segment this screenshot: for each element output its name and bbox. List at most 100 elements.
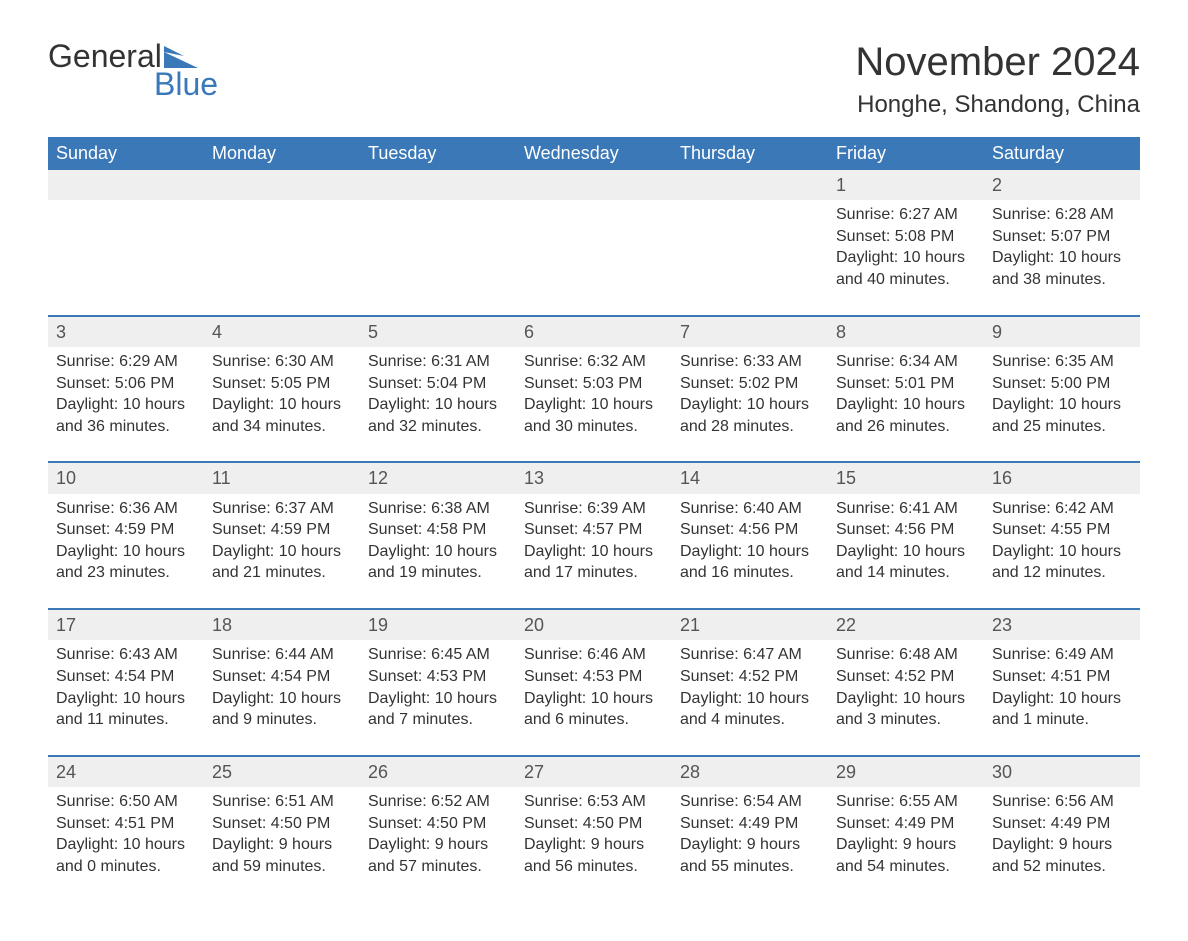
weekday-header: Sunday [48,137,204,170]
day-number: 7 [672,316,828,347]
empty-cell [516,200,672,315]
sunrise-text: Sunrise: 6:27 AM [836,204,976,226]
flag-icon [164,46,198,68]
sunrise-text: Sunrise: 6:44 AM [212,644,352,666]
day-details: Sunrise: 6:36 AMSunset: 4:59 PMDaylight:… [48,494,204,609]
sunrise-text: Sunrise: 6:43 AM [56,644,196,666]
day-detail-row: Sunrise: 6:36 AMSunset: 4:59 PMDaylight:… [48,494,1140,609]
page-header: General Blue November 2024 Honghe, Shand… [48,40,1140,119]
day-number: 8 [828,316,984,347]
day-number: 23 [984,609,1140,640]
sunrise-text: Sunrise: 6:35 AM [992,351,1132,373]
sunrise-text: Sunrise: 6:31 AM [368,351,508,373]
daylight-text: Daylight: 10 hours and 4 minutes. [680,688,820,731]
sunrise-text: Sunrise: 6:48 AM [836,644,976,666]
sunrise-text: Sunrise: 6:28 AM [992,204,1132,226]
day-number: 1 [828,170,984,200]
daylight-text: Daylight: 10 hours and 23 minutes. [56,541,196,584]
daylight-text: Daylight: 10 hours and 30 minutes. [524,394,664,437]
daylight-text: Daylight: 9 hours and 59 minutes. [212,834,352,877]
day-number-row: 10111213141516 [48,462,1140,493]
sunrise-text: Sunrise: 6:40 AM [680,498,820,520]
day-details: Sunrise: 6:32 AMSunset: 5:03 PMDaylight:… [516,347,672,462]
sunset-text: Sunset: 4:49 PM [680,813,820,835]
day-number: 6 [516,316,672,347]
daylight-text: Daylight: 10 hours and 26 minutes. [836,394,976,437]
sunrise-text: Sunrise: 6:41 AM [836,498,976,520]
sunset-text: Sunset: 4:58 PM [368,519,508,541]
sunset-text: Sunset: 5:06 PM [56,373,196,395]
day-number: 13 [516,462,672,493]
day-number: 12 [360,462,516,493]
weekday-header: Friday [828,137,984,170]
day-details: Sunrise: 6:37 AMSunset: 4:59 PMDaylight:… [204,494,360,609]
sunrise-text: Sunrise: 6:54 AM [680,791,820,813]
day-number-row: 24252627282930 [48,756,1140,787]
day-details: Sunrise: 6:55 AMSunset: 4:49 PMDaylight:… [828,787,984,901]
day-details: Sunrise: 6:33 AMSunset: 5:02 PMDaylight:… [672,347,828,462]
sunset-text: Sunset: 5:01 PM [836,373,976,395]
sunset-text: Sunset: 4:53 PM [524,666,664,688]
daylight-text: Daylight: 10 hours and 7 minutes. [368,688,508,731]
daylight-text: Daylight: 10 hours and 32 minutes. [368,394,508,437]
sunset-text: Sunset: 4:59 PM [56,519,196,541]
day-details: Sunrise: 6:27 AMSunset: 5:08 PMDaylight:… [828,200,984,315]
day-number: 29 [828,756,984,787]
sunset-text: Sunset: 4:59 PM [212,519,352,541]
sunrise-text: Sunrise: 6:51 AM [212,791,352,813]
day-details: Sunrise: 6:51 AMSunset: 4:50 PMDaylight:… [204,787,360,901]
sunset-text: Sunset: 5:05 PM [212,373,352,395]
weekday-header: Monday [204,137,360,170]
day-detail-row: Sunrise: 6:50 AMSunset: 4:51 PMDaylight:… [48,787,1140,901]
sunset-text: Sunset: 4:52 PM [680,666,820,688]
empty-cell [204,170,360,200]
day-detail-row: Sunrise: 6:43 AMSunset: 4:54 PMDaylight:… [48,640,1140,755]
sunrise-text: Sunrise: 6:46 AM [524,644,664,666]
day-details: Sunrise: 6:47 AMSunset: 4:52 PMDaylight:… [672,640,828,755]
sunset-text: Sunset: 4:56 PM [836,519,976,541]
day-details: Sunrise: 6:35 AMSunset: 5:00 PMDaylight:… [984,347,1140,462]
empty-cell [672,200,828,315]
sunset-text: Sunset: 4:53 PM [368,666,508,688]
weekday-header-row: Sunday Monday Tuesday Wednesday Thursday… [48,137,1140,170]
sunset-text: Sunset: 4:55 PM [992,519,1132,541]
sunset-text: Sunset: 5:07 PM [992,226,1132,248]
sunrise-text: Sunrise: 6:55 AM [836,791,976,813]
day-number: 28 [672,756,828,787]
daylight-text: Daylight: 10 hours and 12 minutes. [992,541,1132,584]
sunset-text: Sunset: 4:57 PM [524,519,664,541]
day-number: 10 [48,462,204,493]
day-number: 18 [204,609,360,640]
day-number-row: 17181920212223 [48,609,1140,640]
brand-word-1: General [48,40,162,72]
daylight-text: Daylight: 10 hours and 38 minutes. [992,247,1132,290]
daylight-text: Daylight: 10 hours and 25 minutes. [992,394,1132,437]
day-number: 30 [984,756,1140,787]
daylight-text: Daylight: 10 hours and 1 minute. [992,688,1132,731]
empty-cell [360,200,516,315]
sunrise-text: Sunrise: 6:52 AM [368,791,508,813]
day-detail-row: Sunrise: 6:29 AMSunset: 5:06 PMDaylight:… [48,347,1140,462]
day-number: 3 [48,316,204,347]
sunset-text: Sunset: 4:49 PM [992,813,1132,835]
sunset-text: Sunset: 5:04 PM [368,373,508,395]
brand-word-2: Blue [154,68,218,100]
daylight-text: Daylight: 10 hours and 36 minutes. [56,394,196,437]
day-details: Sunrise: 6:45 AMSunset: 4:53 PMDaylight:… [360,640,516,755]
day-details: Sunrise: 6:54 AMSunset: 4:49 PMDaylight:… [672,787,828,901]
day-number: 25 [204,756,360,787]
sunrise-text: Sunrise: 6:34 AM [836,351,976,373]
empty-cell [204,200,360,315]
sunset-text: Sunset: 4:50 PM [524,813,664,835]
sunrise-text: Sunrise: 6:33 AM [680,351,820,373]
weekday-header: Wednesday [516,137,672,170]
sunrise-text: Sunrise: 6:47 AM [680,644,820,666]
day-details: Sunrise: 6:38 AMSunset: 4:58 PMDaylight:… [360,494,516,609]
day-details: Sunrise: 6:52 AMSunset: 4:50 PMDaylight:… [360,787,516,901]
day-details: Sunrise: 6:46 AMSunset: 4:53 PMDaylight:… [516,640,672,755]
empty-cell [360,170,516,200]
day-number: 2 [984,170,1140,200]
day-details: Sunrise: 6:44 AMSunset: 4:54 PMDaylight:… [204,640,360,755]
day-number: 5 [360,316,516,347]
day-number: 15 [828,462,984,493]
